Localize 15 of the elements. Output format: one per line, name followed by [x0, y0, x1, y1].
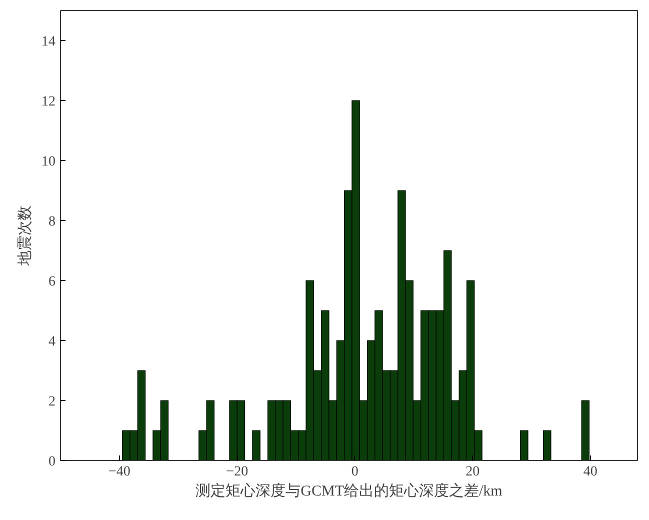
y-tick-label: 0	[48, 454, 56, 470]
y-tick-label: 8	[48, 214, 56, 230]
x-tick-label: −40	[108, 464, 130, 480]
y-axis-title: 地震次数	[16, 206, 34, 266]
y-tick-label: 14	[42, 34, 56, 50]
y-tick-label: 2	[48, 394, 56, 410]
y-tick-label: 10	[42, 154, 56, 170]
x-tick-label: 0	[351, 464, 358, 480]
x-tick-label: −20	[226, 464, 248, 480]
y-tick-label: 4	[48, 334, 56, 350]
x-tick-label: 40	[583, 464, 598, 480]
y-tick-label: 6	[48, 274, 56, 290]
y-tick-label: 12	[42, 94, 56, 110]
x-tick-label: 20	[466, 464, 480, 480]
x-axis-title: 测定矩心深度与GCMT给出的矩心深度之差/km	[196, 482, 503, 500]
